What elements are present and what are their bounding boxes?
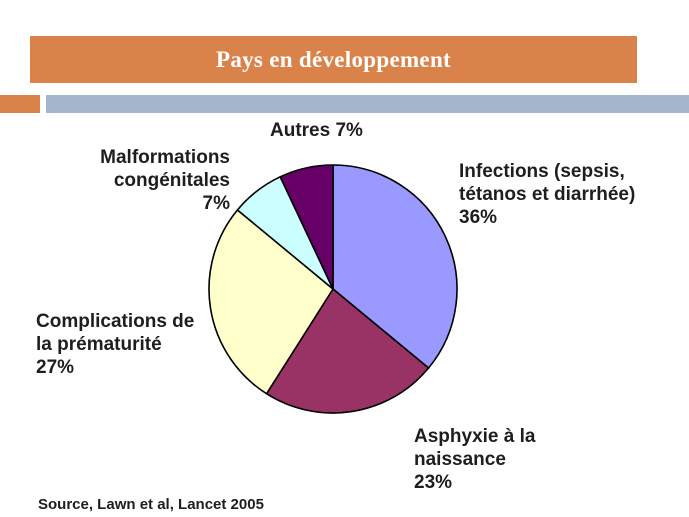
source-note: Source, Lawn et al, Lancet 2005 xyxy=(38,496,264,513)
slice-autres xyxy=(279,164,334,290)
accent-bar-blue xyxy=(46,95,689,113)
chart-title: Pays en développement xyxy=(215,46,451,72)
slice-asphyxie xyxy=(265,288,430,414)
accent-bar-orange xyxy=(0,95,40,113)
slice-label-complications: Complications de la prématurité 27% xyxy=(36,311,195,378)
slice-label-malformations: Malformations congénitales 7% xyxy=(100,147,230,214)
slice-label-asphyxie: Asphyxie à la naissance 23% xyxy=(414,426,536,493)
slice-label-autres: Autres 7% xyxy=(270,120,363,141)
title-band: Pays en développement xyxy=(30,36,637,83)
slice-label-infections: Infections (sepsis, tétanos et diarrhée)… xyxy=(459,161,636,228)
slice-infections xyxy=(332,164,458,369)
slice-complications xyxy=(208,209,334,395)
